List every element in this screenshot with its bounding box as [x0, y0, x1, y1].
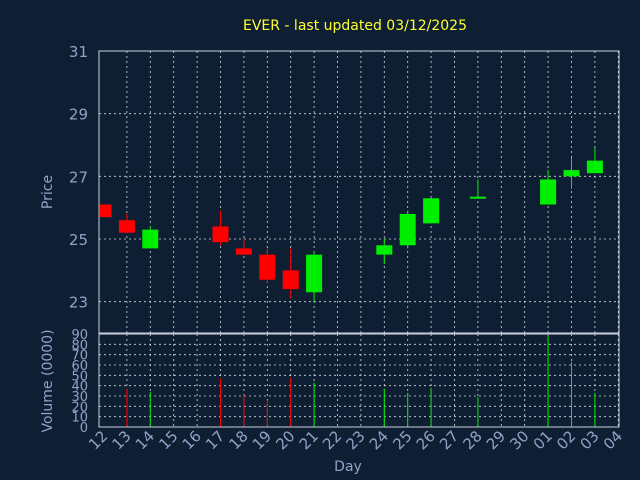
x-tick-label: 19: [249, 427, 275, 453]
candle-body: [376, 245, 393, 255]
volume-bars: [126, 336, 596, 427]
candle-body: [469, 196, 486, 199]
volume-tick-label: 90: [71, 328, 88, 343]
volume-tick-label: 50: [71, 369, 88, 384]
volume-tick-label: 30: [71, 390, 88, 405]
x-tick-label: 03: [576, 427, 602, 453]
volume-tick-label: 70: [71, 349, 88, 364]
x-tick-label: 04: [600, 427, 626, 453]
volume-tick-label: 80: [71, 338, 88, 353]
price-tick-label: 31: [69, 43, 88, 61]
x-tick-label: 14: [132, 427, 158, 453]
x-tick-label: 15: [155, 427, 181, 453]
volume-tick-label: 0: [80, 421, 88, 436]
x-tick-label: 22: [319, 427, 345, 453]
volume-axis-label: Volume (0000): [40, 329, 56, 432]
candle-body: [282, 270, 299, 290]
candle-body: [259, 254, 276, 280]
volume-panel-grid: [99, 334, 619, 427]
candle-body: [586, 160, 603, 174]
x-tick-label: 23: [342, 427, 368, 453]
candle-body: [142, 229, 159, 249]
x-tick-label: 26: [413, 427, 439, 453]
x-tick-label: 13: [108, 427, 134, 453]
price-tick-label: 27: [69, 168, 88, 186]
candle-body: [235, 248, 252, 255]
x-tick-label: 01: [530, 427, 556, 453]
x-tick-label: 12: [85, 427, 111, 453]
volume-tick-label: 60: [71, 359, 88, 374]
x-tick-label: 25: [389, 427, 415, 453]
candle-body: [100, 204, 112, 218]
x-tick-label: 30: [506, 427, 532, 453]
candle-body: [540, 179, 557, 205]
candle-body: [212, 226, 229, 243]
price-tick-label: 29: [69, 106, 88, 124]
volume-tick-label: 20: [71, 400, 88, 415]
price-panel-frame: [98, 50, 620, 334]
x-tick-label: 24: [366, 427, 392, 453]
price-panel-grid: [99, 50, 619, 333]
price-axis-label: Price: [40, 175, 56, 209]
volume-tick-label: 10: [71, 411, 88, 426]
x-tick-label: 21: [296, 427, 322, 453]
x-tick-label: 27: [436, 427, 462, 453]
volume-tick-label: 40: [71, 380, 88, 395]
x-tick-label: 17: [202, 427, 228, 453]
chart-title: EVER - last updated 03/12/2025: [243, 18, 467, 34]
x-tick-label: 16: [179, 427, 205, 453]
x-tick-label: 28: [459, 427, 485, 453]
candle-body: [306, 254, 323, 293]
candles: [100, 148, 603, 302]
candle-body: [423, 198, 440, 224]
x-tick-label: 20: [272, 427, 298, 453]
price-tick-label: 23: [69, 294, 88, 312]
candle-body: [399, 213, 416, 246]
x-tick-label: 18: [225, 427, 251, 453]
volume-panel-frame: [98, 333, 620, 428]
price-tick-label: 25: [69, 231, 88, 249]
x-tick-label: 29: [483, 427, 509, 453]
price-axis-ticks: 31 29 27 25 23: [69, 43, 88, 312]
x-axis-label: Day: [334, 459, 362, 475]
x-tick-label: 02: [553, 427, 579, 453]
candle-body: [118, 220, 135, 233]
candle-body: [563, 170, 580, 177]
x-axis-ticks: 1213141516171819202122232425262728293001…: [85, 427, 626, 453]
